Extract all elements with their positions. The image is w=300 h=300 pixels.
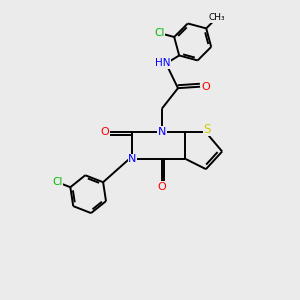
Text: O: O	[100, 127, 109, 137]
Text: N: N	[158, 127, 166, 137]
Text: O: O	[158, 182, 166, 192]
Text: CH₃: CH₃	[209, 13, 225, 22]
Text: Cl: Cl	[52, 177, 62, 187]
Text: Cl: Cl	[154, 28, 165, 38]
Text: S: S	[204, 123, 211, 136]
Text: N: N	[128, 154, 136, 164]
Text: O: O	[202, 82, 210, 92]
Text: HN: HN	[154, 58, 170, 68]
